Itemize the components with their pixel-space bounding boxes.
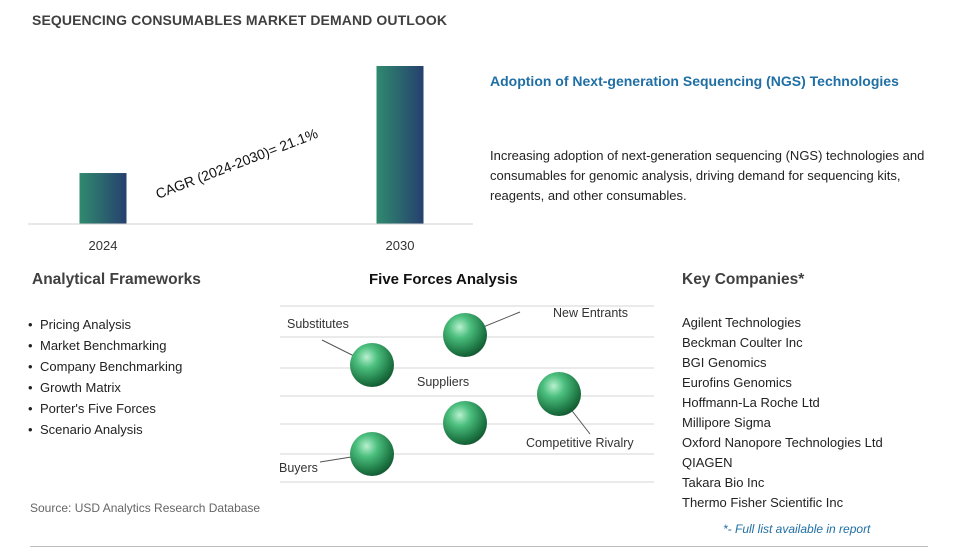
list-item: • Porter's Five Forces <box>28 398 182 419</box>
force-label-substitutes: Substitutes <box>287 317 349 331</box>
list-item: • Company Benchmarking <box>28 356 182 377</box>
company-item: Millipore Sigma <box>682 415 771 430</box>
company-item: BGI Genomics <box>682 355 767 370</box>
sphere-buyers-icon <box>350 432 394 476</box>
force-label-competitive-rivalry: Competitive Rivalry <box>526 436 634 450</box>
source-note: Source: USD Analytics Research Database <box>30 501 261 515</box>
force-label-suppliers: Suppliers <box>417 375 469 389</box>
force-label-new-entrants: New Entrants <box>553 306 628 320</box>
bar-2030 <box>376 66 424 224</box>
five-forces-title: Five Forces Analysis <box>369 271 518 288</box>
company-item: Oxford Nanopore Technologies Ltd <box>682 435 883 450</box>
framework-label: Porter's Five Forces <box>40 401 156 416</box>
sphere-suppliers-icon <box>443 401 487 445</box>
company-item: Eurofins Genomics <box>682 375 792 390</box>
bullet-icon: • <box>28 422 33 437</box>
framework-label: Pricing Analysis <box>40 317 132 332</box>
bullet-icon: • <box>28 317 33 332</box>
x-tick-label: 2024 <box>89 238 118 253</box>
frameworks-title: Analytical Frameworks <box>32 271 201 288</box>
framework-label: Company Benchmarking <box>40 359 183 374</box>
list-item: • Growth Matrix <box>28 377 182 398</box>
force-label-buyers: Buyers <box>279 461 318 475</box>
bullet-icon: • <box>28 338 33 353</box>
company-item: QIAGEN <box>682 455 733 470</box>
cagr-label: CAGR (2024-2030)= 21.1% <box>153 125 320 202</box>
frameworks-list: • Pricing Analysis • Market Benchmarking •… <box>28 314 182 440</box>
sphere-competitive-rivalry-icon <box>537 372 581 416</box>
companies-list: Agilent Technologies Beckman Coulter Inc… <box>682 313 883 513</box>
bullet-icon: • <box>28 380 33 395</box>
company-item: Beckman Coulter Inc <box>682 335 803 350</box>
ngs-title: Adoption of Next-generation Sequencing (… <box>490 73 899 89</box>
ngs-description: Increasing adoption of next-generation s… <box>490 148 925 203</box>
sphere-substitutes-icon <box>350 343 394 387</box>
list-item: • Market Benchmarking <box>28 335 182 356</box>
bullet-icon: • <box>28 359 33 374</box>
list-item: • Scenario Analysis <box>28 419 182 440</box>
company-item: Thermo Fisher Scientific Inc <box>682 495 844 510</box>
framework-label: Growth Matrix <box>40 380 121 395</box>
bullet-icon: • <box>28 401 33 416</box>
bottom-divider <box>30 546 928 547</box>
sphere-new-entrants-icon <box>443 313 487 357</box>
companies-title: Key Companies* <box>682 271 805 288</box>
company-item: Takara Bio Inc <box>682 475 765 490</box>
five-forces-diagram: Substitutes New Entrants Suppliers Compe… <box>279 305 654 483</box>
framework-label: Scenario Analysis <box>40 422 143 437</box>
framework-label: Market Benchmarking <box>40 338 167 353</box>
bar-2024 <box>79 173 127 224</box>
x-tick-label: 2030 <box>386 238 415 253</box>
company-item: Hoffmann-La Roche Ltd <box>682 395 820 410</box>
page-title: SEQUENCING CONSUMABLES MARKET DEMAND OUT… <box>32 12 448 28</box>
list-item: • Pricing Analysis <box>28 314 182 335</box>
market-bar-chart: 2024 2030 CAGR (2024-2030)= 21.1% <box>28 66 473 253</box>
companies-note: *- Full list available in report <box>723 522 871 536</box>
company-item: Agilent Technologies <box>682 315 802 330</box>
